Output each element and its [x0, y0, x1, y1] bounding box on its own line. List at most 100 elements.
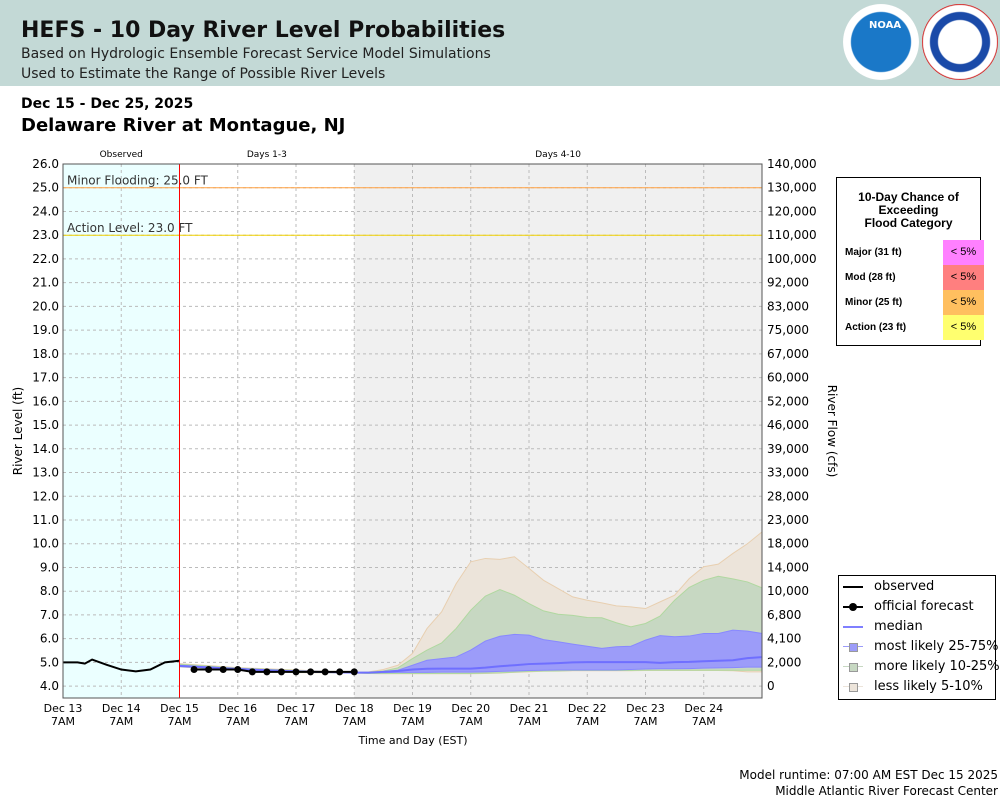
forecast-point	[248, 668, 256, 676]
legend: observed official forecast median most like…	[838, 575, 1000, 700]
y2-tick-label: 2,000	[767, 655, 801, 669]
y-axis-title: River Level (ft)	[11, 387, 25, 475]
y2-tick-label: 60,000	[767, 371, 809, 385]
x-tick-label: 7AM	[284, 715, 308, 728]
forecast-point	[321, 668, 329, 676]
threshold-label: Action Level: 23.0 FT	[67, 221, 193, 235]
y2-tick-label: 140,000	[767, 157, 817, 171]
x-tick-label: 7AM	[109, 715, 133, 728]
subtitle: Used to Estimate the Range of Possible R…	[21, 66, 386, 82]
y-tick-label: 24.0	[32, 204, 59, 218]
y-tick-label: 10.0	[32, 537, 59, 551]
forecast-point	[234, 666, 242, 674]
category-label: Minor (25 ft)	[845, 297, 903, 308]
y-tick-label: 9.0	[40, 560, 59, 574]
category-chance: < 5%	[943, 265, 984, 290]
region-label: Days 1-3	[247, 150, 287, 160]
x-tick-label: Dec 17	[277, 702, 316, 715]
x-tick-label: 7AM	[633, 715, 657, 728]
x-tick-label: Dec 21	[510, 702, 549, 715]
legend-label: less likely 5-10%	[874, 679, 983, 694]
flood-category-row: Action (23 ft) < 5%	[845, 315, 984, 340]
table-title: Exceeding	[878, 203, 939, 217]
legend-label: observed	[874, 579, 935, 594]
y-tick-label: 13.0	[32, 466, 59, 480]
forecast-point	[336, 668, 344, 676]
y2-tick-label: 28,000	[767, 489, 809, 503]
x-tick-label: Dec 23	[626, 702, 665, 715]
x-tick-label: 7AM	[517, 715, 541, 728]
legend-label: official forecast	[874, 599, 974, 614]
y2-tick-label: 75,000	[767, 323, 809, 337]
line-swatch	[843, 626, 863, 628]
y-tick-label: 25.0	[32, 181, 59, 195]
legend-label: most likely 25-75%	[874, 639, 999, 654]
plot-frame	[62, 163, 763, 699]
category-chance: < 5%	[943, 315, 984, 340]
x-tick-label: 7AM	[459, 715, 483, 728]
y-tick-label: 21.0	[32, 276, 59, 290]
y-tick-label: 12.0	[32, 489, 59, 503]
y2-tick-label: 33,000	[767, 466, 809, 480]
x-tick-label: 7AM	[400, 715, 424, 728]
forecast-point	[277, 668, 285, 676]
y-tick-label: 7.0	[40, 608, 59, 622]
x-tick-label: 7AM	[575, 715, 599, 728]
x-tick-label: 7AM	[342, 715, 366, 728]
model-runtime: Model runtime: 07:00 AM EST Dec 15 2025	[739, 768, 998, 782]
category-label: Action (23 ft)	[845, 322, 907, 333]
date-range: Dec 15 - Dec 25, 2025	[21, 96, 194, 112]
y2-tick-label: 110,000	[767, 228, 817, 242]
y2-tick-label: 92,000	[767, 276, 809, 290]
flood-category-row: Major (31 ft) < 5%	[845, 240, 984, 265]
forecast-point	[263, 668, 271, 676]
region-background	[179, 164, 355, 698]
legend-label: median	[874, 619, 923, 634]
x-tick-label: Dec 15	[160, 702, 199, 715]
y2-tick-label: 23,000	[767, 513, 809, 527]
threshold-label: Minor Flooding: 25.0 FT	[67, 174, 209, 188]
y2-tick-label: 130,000	[767, 181, 817, 195]
x-tick-label: Dec 16	[218, 702, 257, 715]
region-label: Days 4-10	[535, 150, 581, 160]
y-tick-label: 8.0	[40, 584, 59, 598]
region-label: Observed	[100, 150, 143, 160]
y-tick-label: 18.0	[32, 347, 59, 361]
y-tick-label: 5.0	[40, 655, 59, 669]
y2-tick-label: 46,000	[767, 418, 809, 432]
x-tick-label: 7AM	[51, 715, 75, 728]
x-tick-label: Dec 20	[451, 702, 490, 715]
legend-label: more likely 10-25%	[874, 659, 1000, 674]
observed-line	[63, 658, 180, 673]
x-tick-label: Dec 19	[393, 702, 432, 715]
x-axis-title: Time and Day (EST)	[357, 734, 467, 747]
y-tick-label: 17.0	[32, 371, 59, 385]
header: HEFS - 10 Day River Level Probabilities …	[0, 0, 1000, 86]
y-tick-label: 15.0	[32, 418, 59, 432]
x-tick-label: 7AM	[692, 715, 716, 728]
y-tick-label: 16.0	[32, 394, 59, 408]
x-tick-label: 7AM	[226, 715, 250, 728]
category-label: Mod (28 ft)	[845, 272, 896, 283]
y-tick-label: 11.0	[32, 513, 59, 527]
y-tick-label: 6.0	[40, 632, 59, 646]
y2-tick-label: 83,000	[767, 299, 809, 313]
forecast-point	[219, 666, 227, 674]
forecast-center: Middle Atlantic River Forecast Center	[775, 784, 998, 798]
category-chance: < 5%	[943, 290, 984, 315]
y-tick-label: 14.0	[32, 442, 59, 456]
y2-tick-label: 39,000	[767, 442, 809, 456]
flood-category-table: 10-Day Chance of Exceeding Flood Category …	[836, 177, 984, 346]
category-chance: < 5%	[943, 240, 984, 265]
x-tick-label: Dec 24	[684, 702, 723, 715]
nws-logo	[922, 4, 998, 80]
subtitle: Based on Hydrologic Ensemble Forecast Se…	[21, 46, 491, 62]
category-label: Major (31 ft)	[845, 247, 902, 258]
x-tick-label: Dec 18	[335, 702, 374, 715]
y-tick-label: 26.0	[32, 157, 59, 171]
y2-tick-label: 18,000	[767, 537, 809, 551]
forecast-point	[205, 666, 213, 674]
x-tick-label: Dec 22	[568, 702, 607, 715]
y2-tick-label: 10,000	[767, 584, 809, 598]
